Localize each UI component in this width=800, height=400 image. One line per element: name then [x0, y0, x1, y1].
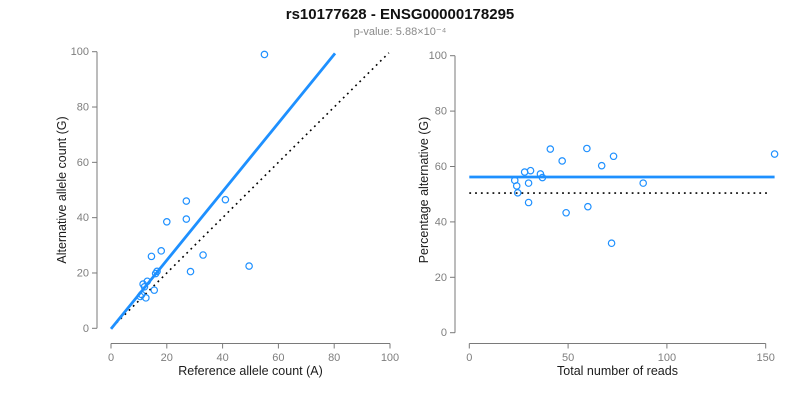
data-point	[140, 283, 149, 291]
x-tick-label: 100	[381, 352, 399, 364]
y-tick-label: 80	[77, 102, 89, 114]
y-tick-label: 100	[71, 46, 89, 58]
data-point	[639, 179, 647, 187]
right-y-axis-title: Percentage alternative (G)	[417, 116, 431, 264]
data-point	[182, 197, 191, 205]
x-tick-label: 0	[466, 352, 472, 364]
data-point	[538, 173, 547, 182]
x-tick-label: 40	[216, 352, 228, 364]
right-x-axis-title: Total number of reads	[557, 364, 678, 378]
y-tick-label: 0	[83, 323, 89, 335]
y-tick-label: 20	[77, 267, 89, 279]
data-point	[520, 168, 529, 176]
data-point	[221, 195, 230, 204]
data-point	[562, 208, 570, 217]
data-point	[607, 239, 616, 248]
x-tick-label: 150	[757, 352, 775, 364]
data-point	[597, 161, 606, 170]
x-tick-label: 80	[328, 352, 340, 364]
y-tick-label: 100	[429, 50, 447, 62]
data-point	[558, 157, 566, 165]
x-tick-label: 50	[562, 352, 574, 364]
data-point	[524, 198, 533, 207]
x-tick-label: 20	[161, 352, 173, 364]
x-tick-label: 60	[272, 352, 284, 364]
data-point	[147, 252, 156, 261]
x-tick-label: 100	[658, 352, 676, 364]
figure-subtitle-pvalue: p-value: 5.88×10⁻⁴	[353, 26, 447, 38]
y-tick-label: 20	[435, 272, 447, 284]
data-point	[199, 251, 207, 259]
data-point	[260, 50, 269, 59]
identity-line	[111, 52, 390, 328]
data-point	[513, 189, 522, 197]
data-point	[536, 170, 545, 178]
data-point	[245, 262, 253, 270]
data-point	[150, 286, 159, 294]
data-point	[609, 152, 618, 161]
right-scatter-plot: 0 20 40 60 80 100 0 50 100 150	[429, 50, 779, 364]
data-point	[770, 150, 779, 158]
data-point	[163, 218, 171, 226]
y-tick-label: 80	[435, 106, 447, 118]
data-point	[546, 145, 555, 153]
data-point	[583, 144, 591, 153]
data-point	[153, 267, 161, 276]
data-point	[182, 215, 191, 223]
left-y-axis-title: Alternative allele count (G)	[55, 116, 69, 264]
figure-title: rs10177628 - ENSG00000178295	[285, 6, 515, 23]
data-point	[524, 179, 533, 187]
left-x-axis-title: Reference allele count (A)	[178, 364, 323, 378]
fit-line	[109, 52, 337, 330]
y-tick-label: 40	[435, 216, 447, 228]
data-point	[186, 267, 195, 276]
left-scatter-plot: 0 20 40 60 80 100 0 20 40 60 80 100	[71, 46, 400, 364]
y-tick-label: 60	[435, 161, 447, 173]
y-tick-label: 0	[441, 327, 447, 339]
data-point	[157, 247, 166, 255]
y-tick-label: 40	[77, 212, 89, 224]
x-tick-label: 0	[108, 352, 114, 364]
data-point	[584, 202, 592, 211]
data-point	[512, 182, 521, 190]
data-point	[137, 290, 146, 299]
y-tick-label: 60	[77, 157, 89, 169]
